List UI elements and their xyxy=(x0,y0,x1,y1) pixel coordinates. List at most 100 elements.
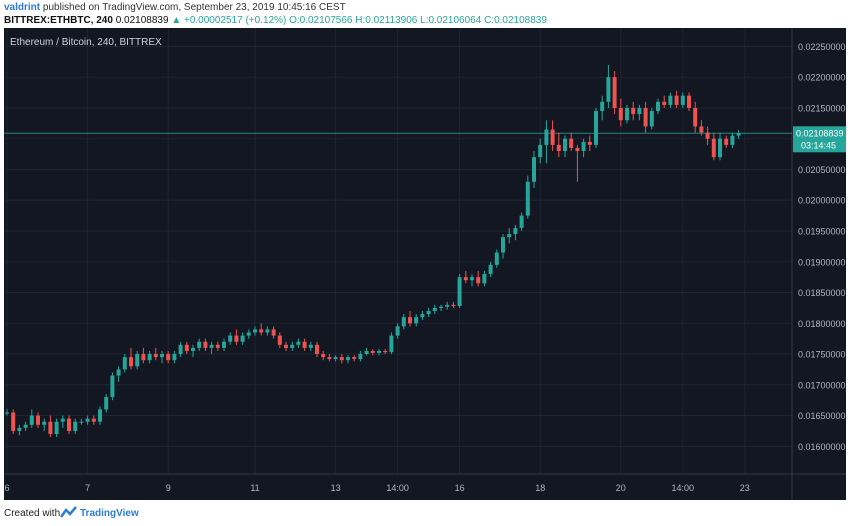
tradingview-brand[interactable]: TradingView xyxy=(80,508,139,519)
candle xyxy=(302,338,307,351)
candle xyxy=(42,418,47,431)
x-tick-label: 6 xyxy=(4,483,9,493)
candle-body xyxy=(36,415,40,425)
candle xyxy=(377,349,381,356)
candle-body xyxy=(625,107,629,121)
candle-body xyxy=(730,135,735,145)
candle-body xyxy=(271,329,276,336)
chart-title: Ethereum / Bitcoin, 240, BITTREX xyxy=(10,37,162,48)
candle-body xyxy=(668,95,673,105)
candle xyxy=(246,329,251,339)
publish-line: valdrint published on TradingView.com, S… xyxy=(4,2,346,13)
candle-body xyxy=(104,397,109,410)
candle-body xyxy=(228,335,233,342)
candle-body xyxy=(445,304,450,307)
footer: Created with TradingView xyxy=(0,500,850,526)
candle-body xyxy=(259,329,264,333)
candle xyxy=(408,310,412,327)
chart-canvas[interactable]: Ethereum / Bitcoin, 240, BITTREX 0.016000… xyxy=(4,28,846,500)
up-arrow-icon: ▲ xyxy=(171,15,182,26)
candle-body xyxy=(358,354,363,359)
candle-body xyxy=(339,357,344,361)
candle xyxy=(718,132,722,161)
candle-body xyxy=(48,421,53,435)
candle xyxy=(600,95,605,121)
candle-body xyxy=(612,77,617,108)
candle-body xyxy=(79,421,84,423)
y-tick-label: 0.01950000 xyxy=(798,227,846,237)
candle-body xyxy=(649,111,654,127)
candle-body xyxy=(587,141,592,145)
candle xyxy=(532,151,536,188)
candle xyxy=(73,418,78,435)
candle-body xyxy=(253,329,257,333)
x-tick-label: 13 xyxy=(331,483,341,493)
candle-body xyxy=(178,344,183,355)
candle xyxy=(674,90,679,108)
y-tick-label: 0.02050000 xyxy=(798,165,846,175)
candle xyxy=(228,332,233,345)
y-tick-label: 0.02150000 xyxy=(798,103,846,113)
candle-body xyxy=(680,95,685,105)
candle xyxy=(79,418,84,425)
candle-body xyxy=(463,277,468,281)
candle xyxy=(327,354,332,362)
author-name[interactable]: valdrint xyxy=(4,2,41,13)
created-with-label: Created with xyxy=(4,508,61,519)
candle-body xyxy=(581,141,586,152)
candle xyxy=(643,101,648,133)
candle-body xyxy=(389,335,394,353)
candle xyxy=(631,101,636,121)
candle-body xyxy=(184,344,189,351)
candle-body xyxy=(234,335,239,342)
candle xyxy=(581,138,586,158)
candle xyxy=(649,107,654,130)
candle xyxy=(153,347,158,361)
candle-body xyxy=(290,344,295,348)
candle-body xyxy=(724,138,729,145)
candle-body xyxy=(643,107,648,127)
candle xyxy=(141,347,146,364)
candle-body xyxy=(693,107,698,127)
candle-body xyxy=(439,306,443,308)
x-tick-label: 18 xyxy=(535,483,545,493)
candle-body xyxy=(370,350,375,353)
candle xyxy=(525,175,530,219)
candle-body xyxy=(414,317,419,324)
ohlc-values: O:0.02107566 H:0.02113906 L:0.02106064 C… xyxy=(289,15,547,26)
candlestick-chart[interactable]: Ethereum / Bitcoin, 240, BITTREX 0.016000… xyxy=(4,28,846,500)
candle xyxy=(463,270,468,284)
candle-body xyxy=(209,344,214,348)
candle xyxy=(383,349,388,355)
candle xyxy=(215,341,220,351)
candle xyxy=(259,323,264,336)
candle xyxy=(129,347,133,370)
candle xyxy=(135,350,140,370)
candle xyxy=(85,415,90,425)
candle-body xyxy=(383,350,388,353)
candle-body xyxy=(203,341,208,348)
candle xyxy=(36,412,40,428)
candle xyxy=(420,310,425,321)
last-price-badge xyxy=(793,126,846,153)
candle-body xyxy=(408,317,412,324)
candle xyxy=(147,350,152,364)
candle xyxy=(240,332,245,345)
candle xyxy=(346,355,350,364)
candle xyxy=(333,355,338,362)
candle-body xyxy=(705,132,710,139)
y-tick-label: 0.02000000 xyxy=(798,196,846,206)
candle xyxy=(290,341,295,351)
candle-body xyxy=(147,354,152,361)
candle-body xyxy=(687,95,691,108)
candle-body xyxy=(470,277,474,281)
candle-body xyxy=(321,354,326,358)
candle xyxy=(501,234,505,259)
x-tick-label: 14:00 xyxy=(672,483,695,493)
candle xyxy=(724,135,729,148)
candle-body xyxy=(172,354,177,361)
candle-body xyxy=(426,310,431,315)
candle-body xyxy=(501,237,505,253)
x-tick-label: 9 xyxy=(166,483,171,493)
candle xyxy=(91,415,96,425)
